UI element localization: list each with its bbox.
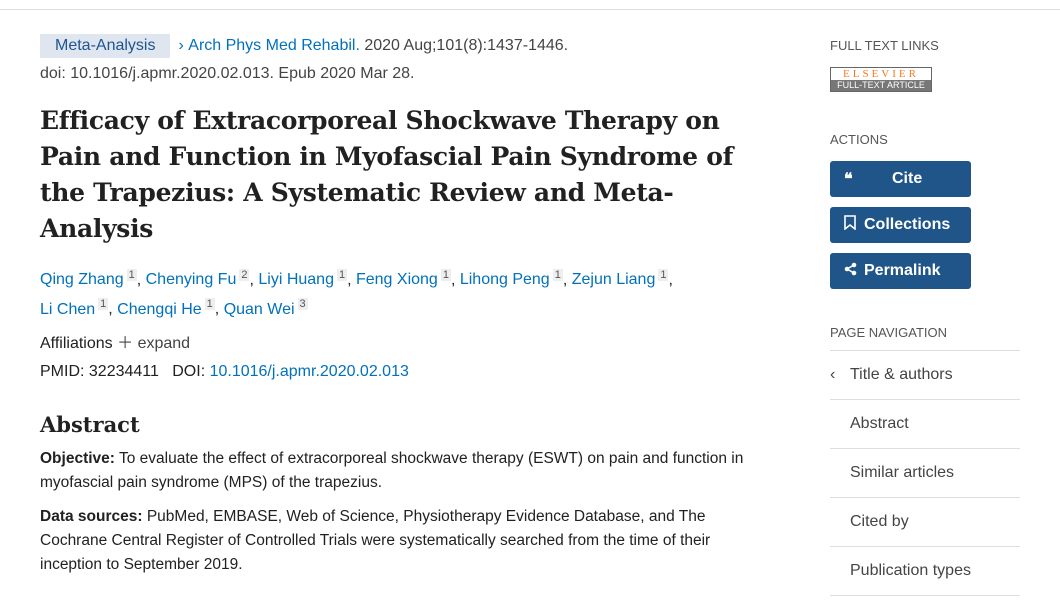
author-link[interactable]: Chengqi He [117,300,202,318]
nav-item-label: Publication types [850,562,971,579]
cite-label: Cite [892,170,923,187]
sources-label: Data sources: [40,507,143,525]
author: Quan Wei 3 [223,298,308,318]
doi-label: DOI: [172,362,206,380]
affiliation-number[interactable]: 1 [336,269,348,281]
author-link[interactable]: Lihong Peng [459,271,550,289]
author-link[interactable]: Liyi Huang [258,271,334,289]
chevron-left-icon: ‹ [830,366,836,383]
article-main: Meta-Analysis › Arch Phys Med Rehabil. 20… [40,34,760,587]
permalink-label: Permalink [864,262,941,279]
quote-icon: ❝ [844,171,853,188]
affiliation-number[interactable]: 1 [552,269,563,281]
expand-affiliations-button[interactable]: ＋ expand [117,335,190,352]
affiliations-label: Affiliations [40,334,113,352]
nav-item-label: Title & authors [850,366,953,383]
citation-date: 2020 Aug;101(8):1437-1446. [364,37,569,54]
author-link[interactable]: Li Chen [40,300,96,318]
expand-label: expand [137,334,191,352]
page-navigation-heading: PAGE NAVIGATION [830,325,948,340]
author: Zejun Liang 1 [571,269,669,289]
nav-item[interactable]: ‹ Title & authors [830,351,1020,400]
affiliation-number[interactable]: 1 [204,298,215,311]
author-link[interactable]: Qing Zhang [40,271,124,289]
author-link[interactable]: Chenying Fu [145,271,237,289]
affiliation-number[interactable]: 2 [239,269,250,281]
full-text-links-heading: FULL TEXT LINKS [830,38,939,53]
affiliation-number[interactable]: 1 [440,269,451,281]
collections-label: Collections [864,216,951,233]
plus-icon: ＋ [117,334,134,352]
affiliation-number[interactable]: 3 [297,298,308,311]
chevron-right-icon: › [178,37,189,54]
nav-item[interactable]: Cited by [830,498,1020,547]
author: Qing Zhang 1 [40,269,137,289]
page-navigation: ‹ Title & authors Abstract Similar articles… [830,350,1020,596]
affiliation-number[interactable]: 1 [658,269,669,281]
nav-item[interactable]: Abstract [830,400,1020,449]
abstract-data-sources: Data sources: PubMed, EMBASE, Web of Sci… [40,505,760,577]
author-link[interactable]: Zejun Liang [571,271,656,289]
bookmark-icon [844,215,858,235]
objective-text: To evaluate the effect of extracorporeal… [40,449,744,491]
pmid-label: PMID: [40,362,85,380]
page-title: Efficacy of Extracorporeal Shockwave The… [40,106,734,243]
author: Liyi Huang 1 [258,269,348,289]
nav-item[interactable]: Similar articles [830,449,1020,498]
journal-link[interactable]: Arch Phys Med Rehabil. [188,37,360,54]
sources-text: PubMed, EMBASE, Web of Science, Physioth… [40,507,711,573]
article-meta: Affiliations ＋ expand PMID: 32234411 DOI… [40,330,760,386]
share-icon [844,262,858,281]
author: Feng Xiong 1 [355,269,451,289]
pmid-value: 32234411 [88,362,159,380]
affiliation-number[interactable]: 1 [98,298,109,311]
objective-label: Objective: [40,449,115,467]
citation: Meta-Analysis › Arch Phys Med Rehabil. 20… [40,34,760,86]
author: Chengqi He 1 [117,298,215,318]
top-divider [0,9,1060,10]
nav-item-label: Similar articles [850,464,955,481]
article-type-badge: Meta-Analysis [40,34,171,58]
author: Chenying Fu 2 [145,269,250,289]
doi-link[interactable]: 10.1016/j.apmr.2020.02.013 [209,362,409,380]
sidebar: FULL TEXT LINKS ELSEVIER FULL-TEXT ARTICL… [830,38,1020,596]
collections-button[interactable]: Collections [830,207,971,243]
nav-item-label: Abstract [850,415,909,432]
author-link[interactable]: Feng Xiong [355,271,438,289]
citation-doi: doi: 10.1016/j.apmr.2020.02.013. Epub 20… [40,65,415,82]
affiliation-number[interactable]: 1 [126,269,137,281]
elsevier-full-text-link[interactable]: ELSEVIER FULL-TEXT ARTICLE [830,67,932,92]
abstract-objective: Objective: To evaluate the effect of ext… [40,447,760,495]
cite-button[interactable]: ❝ Cite [830,161,971,197]
permalink-button[interactable]: Permalink [830,253,971,289]
author: Lihong Peng 1 [459,269,563,289]
abstract-heading: Abstract [40,411,140,437]
author: Li Chen 1 [40,298,109,318]
nav-item-label: Cited by [850,513,909,530]
actions-heading: ACTIONS [830,132,888,147]
author-list: Qing Zhang 1, Chenying Fu 2, Liyi Huang 1, … [40,269,673,318]
nav-item[interactable]: Publication types [830,547,1020,596]
author-link[interactable]: Quan Wei [223,300,295,318]
